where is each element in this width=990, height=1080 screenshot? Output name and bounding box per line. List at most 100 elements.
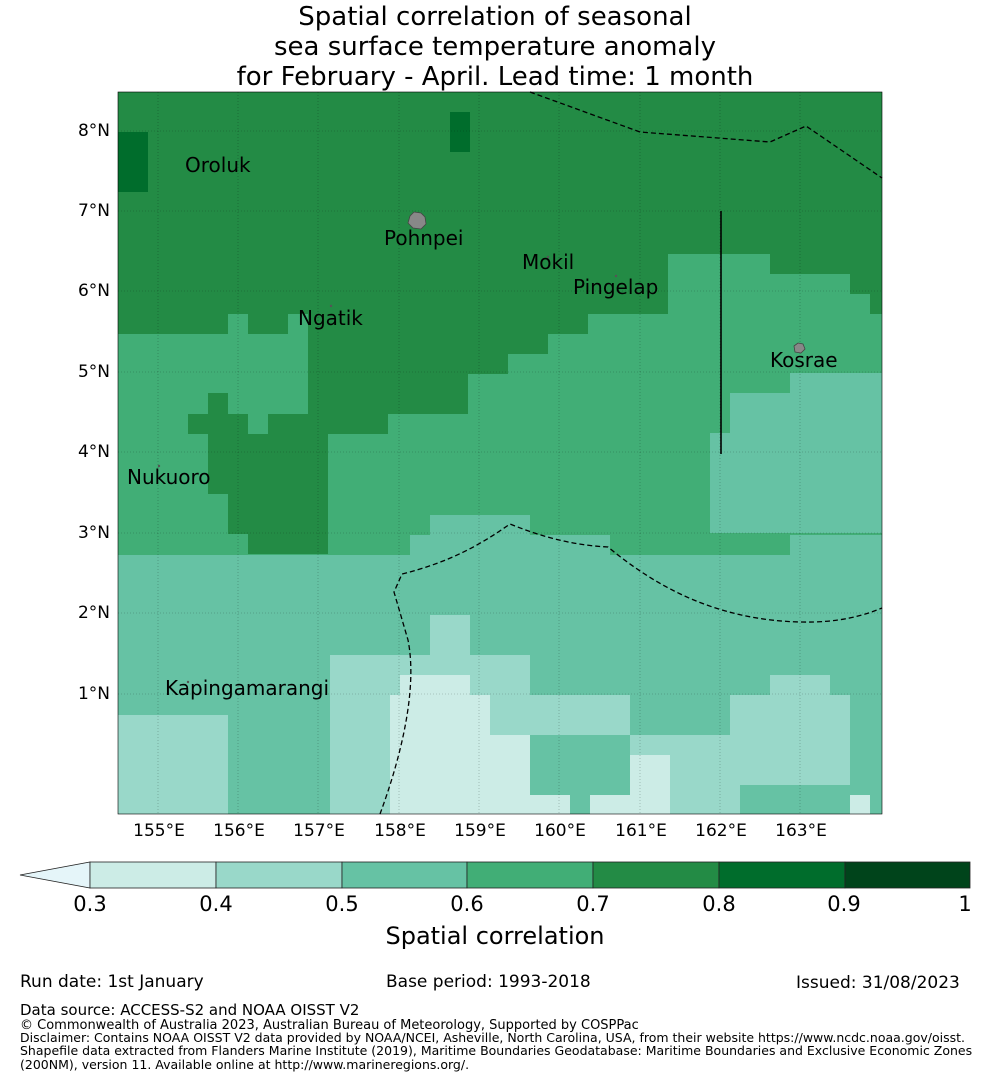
correlation-cell xyxy=(370,575,410,615)
correlation-cell xyxy=(390,695,490,735)
lat-tick-5n: 5°N xyxy=(77,362,110,382)
correlation-map xyxy=(117,91,883,815)
place-nukuoro: Nukuoro xyxy=(127,465,211,489)
colorbar-tick-0.3: 0.3 xyxy=(73,892,107,916)
colorbar-tick-0.7: 0.7 xyxy=(576,892,610,916)
place-pingelap: Pingelap xyxy=(573,275,659,299)
lat-tick-3n: 3°N xyxy=(77,523,110,543)
correlation-cell xyxy=(228,795,268,814)
correlation-cell xyxy=(450,112,470,152)
place-kosrae: Kosrae xyxy=(770,348,838,372)
copyright: © Commonwealth of Australia 2023, Austra… xyxy=(20,1018,639,1033)
map-title: Spatial correlation of seasonal sea surf… xyxy=(0,2,990,92)
correlation-cell xyxy=(248,314,288,334)
correlation-cell xyxy=(208,434,328,494)
colorbar-tick-0.4: 0.4 xyxy=(199,892,233,916)
correlation-cell xyxy=(248,534,328,554)
atoll-marker xyxy=(157,464,161,468)
colorbar-label: Spatial correlation xyxy=(385,922,605,950)
eez-boundaries xyxy=(379,91,883,815)
correlation-cell xyxy=(268,414,388,434)
map-frame xyxy=(117,91,883,815)
correlation-cell xyxy=(850,795,870,814)
colorbar-tick-0.6: 0.6 xyxy=(450,892,484,916)
correlation-cell xyxy=(118,132,148,192)
correlation-cell xyxy=(590,795,670,814)
eez-boundary-south xyxy=(379,523,883,815)
data-source: Data source: ACCESS-S2 and NOAA OISST V2 xyxy=(20,1001,360,1019)
kosrae-island-shape xyxy=(793,342,806,354)
correlation-cell xyxy=(390,735,530,814)
lon-tick-159e: 159°E xyxy=(454,821,506,841)
colorbar-segment xyxy=(592,861,720,889)
atoll-marker xyxy=(186,680,190,684)
place-ngatik: Ngatik xyxy=(298,306,363,330)
correlation-cell xyxy=(308,314,588,334)
correlation-cell xyxy=(410,535,610,575)
atoll-marker xyxy=(329,304,333,308)
correlation-cell xyxy=(118,92,882,254)
correlation-cell xyxy=(118,314,228,334)
correlation-grid xyxy=(118,92,882,814)
correlation-cell xyxy=(790,535,882,555)
lon-tick-158e: 158°E xyxy=(374,821,426,841)
correlation-cell xyxy=(810,553,870,595)
lon-tick-161e: 161°E xyxy=(615,821,667,841)
colorbar-segment xyxy=(215,861,343,889)
place-kapingamarangi: Kapingamarangi xyxy=(165,676,330,700)
correlation-cell xyxy=(118,254,668,314)
base-period: Base period: 1993-2018 xyxy=(386,972,591,992)
place-mokil: Mokil xyxy=(522,250,575,274)
lon-tick-162e: 162°E xyxy=(695,821,747,841)
atoll-marker xyxy=(614,274,618,278)
colorbar-tick-0.8: 0.8 xyxy=(702,892,736,916)
lon-tick-155e: 155°E xyxy=(133,821,185,841)
lat-tick-7n: 7°N xyxy=(77,201,110,221)
title-line-2: sea surface temperature anomaly xyxy=(274,32,716,62)
place-pohnpei: Pohnpei xyxy=(384,226,464,250)
place-oroluk: Oroluk xyxy=(185,153,251,177)
correlation-cell xyxy=(870,294,882,314)
correlation-cell xyxy=(208,393,228,414)
correlation-cell xyxy=(228,494,328,534)
lat-tick-8n: 8°N xyxy=(77,121,110,141)
lon-tick-160e: 160°E xyxy=(534,821,586,841)
correlation-cell xyxy=(790,373,882,413)
correlation-cell xyxy=(770,254,882,274)
correlation-cell xyxy=(430,515,530,535)
colorbar-tick-0.5: 0.5 xyxy=(325,892,359,916)
disclaimer-line-2: Shapefile data extracted from Flanders M… xyxy=(20,1043,973,1058)
colorbar-extend-arrow xyxy=(19,861,91,889)
correlation-cell xyxy=(308,354,508,374)
islands xyxy=(157,165,806,684)
lat-tick-4n: 4°N xyxy=(77,442,110,462)
disclaimer-line-3: (200NM), version 11. Available online at… xyxy=(20,1057,470,1072)
colorbar-tick-1: 1 xyxy=(958,892,972,916)
lon-tick-156e: 156°E xyxy=(213,821,265,841)
issued-date: Issued: 31/08/2023 xyxy=(796,973,960,993)
correlation-cell xyxy=(118,715,228,814)
graticule xyxy=(118,92,882,814)
colorbar-segment xyxy=(844,861,971,889)
title-line-1: Spatial correlation of seasonal xyxy=(298,2,692,32)
correlation-cell xyxy=(308,374,468,414)
correlation-cell xyxy=(308,334,548,354)
colorbar-segment xyxy=(718,861,846,889)
colorbar-segment xyxy=(466,861,594,889)
correlation-cell xyxy=(850,274,882,294)
pohnpei-island-shape xyxy=(407,211,427,230)
lat-tick-1n: 1°N xyxy=(77,684,110,704)
correlation-cell xyxy=(530,795,570,814)
atoll-marker xyxy=(546,255,550,259)
correlation-cell xyxy=(188,414,248,434)
colorbar-tick-0.9: 0.9 xyxy=(827,892,861,916)
correlation-cell xyxy=(710,433,882,533)
title-line-3: for February - April. Lead time: 1 month xyxy=(236,62,754,92)
atoll-marker xyxy=(186,165,190,169)
lon-tick-157e: 157°E xyxy=(293,821,345,841)
run-date: Run date: 1st January xyxy=(20,972,204,992)
lat-tick-6n: 6°N xyxy=(77,281,110,301)
disclaimer-line-1: Disclaimer: Contains NOAA OISST V2 data … xyxy=(20,1030,965,1045)
colorbar xyxy=(19,861,971,889)
colorbar-segment xyxy=(341,861,468,889)
